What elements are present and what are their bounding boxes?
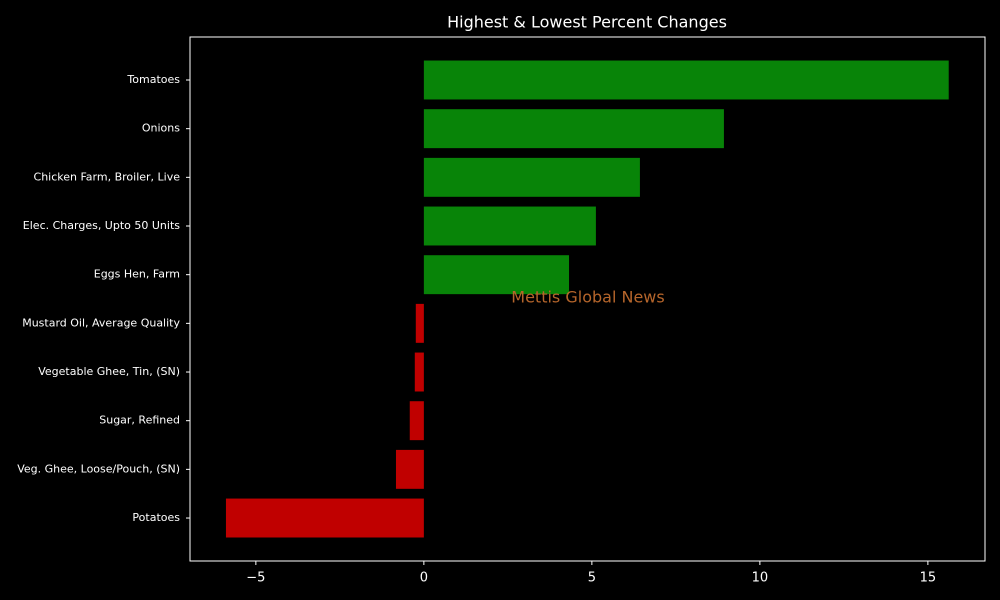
bar <box>415 303 424 343</box>
bar <box>395 449 424 489</box>
bar <box>409 401 424 441</box>
x-tick-label: 0 <box>420 571 428 586</box>
x-tick-label: 10 <box>752 571 769 586</box>
x-tick-label: 5 <box>588 571 596 586</box>
y-tick-label: Onions <box>142 122 180 135</box>
y-tick-label: Tomatoes <box>126 73 180 86</box>
x-tick-label: 15 <box>920 571 937 586</box>
y-tick-label: Veg. Ghee, Loose/Pouch, (SN) <box>17 462 180 475</box>
y-tick-label: Potatoes <box>132 511 180 524</box>
y-tick-label: Elec. Charges, Upto 50 Units <box>23 219 180 232</box>
watermark: Mettis Global News <box>511 288 664 307</box>
bar <box>423 255 570 295</box>
y-tick-label: Chicken Farm, Broiler, Live <box>34 170 181 183</box>
y-tick-label: Eggs Hen, Farm <box>94 268 180 281</box>
bar <box>423 109 724 149</box>
bar <box>225 498 424 538</box>
y-tick-label: Vegetable Ghee, Tin, (SN) <box>38 365 180 378</box>
x-tick-label: −5 <box>246 571 265 586</box>
y-tick-label: Sugar, Refined <box>99 414 180 427</box>
bar <box>423 60 949 100</box>
bar <box>423 157 640 197</box>
bar <box>414 352 424 392</box>
y-tick-label: Mustard Oil, Average Quality <box>22 316 180 329</box>
chart-title: Highest & Lowest Percent Changes <box>447 13 727 32</box>
plot-frame <box>189 36 986 562</box>
bar <box>423 206 596 246</box>
